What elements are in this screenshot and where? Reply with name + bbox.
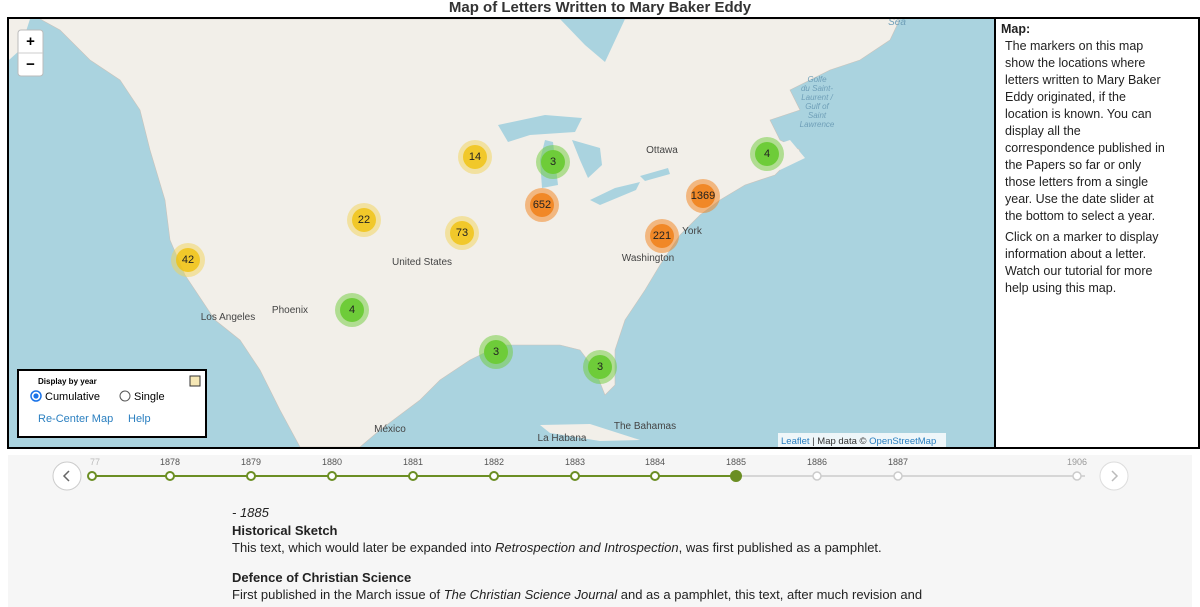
cluster-count[interactable]: 3 <box>597 361 603 373</box>
water-label: Saint <box>808 111 827 120</box>
next-button[interactable] <box>1099 461 1129 491</box>
sidebar: Map: The markers on this map show the lo… <box>1001 21 1167 301</box>
year-label[interactable]: 1886 <box>807 457 827 467</box>
place-label: Washington <box>622 253 674 264</box>
cluster-count[interactable]: 22 <box>358 214 370 226</box>
place-label: Sea <box>888 17 906 28</box>
sidebar-paragraph: Click on a marker to display information… <box>1005 230 1159 295</box>
attribution-text: | Map data © <box>810 436 870 447</box>
cluster-count[interactable]: 652 <box>533 199 551 211</box>
text: , was first published as a pamphlet. <box>678 540 882 555</box>
place-label: York <box>682 226 703 237</box>
year-label[interactable]: 1884 <box>645 457 665 467</box>
cluster-count[interactable]: 1369 <box>691 190 715 202</box>
sidebar-frame <box>994 17 1200 449</box>
radio-label[interactable]: Single <box>134 391 165 403</box>
cluster-count[interactable]: 221 <box>653 230 671 242</box>
sidebar-paragraph: The markers on this map show the locatio… <box>1005 39 1165 223</box>
water-label: du Saint- <box>801 84 833 93</box>
year-label[interactable]: 1883 <box>565 457 585 467</box>
year-label[interactable]: 77 <box>90 457 100 467</box>
zoom-out[interactable]: − <box>26 56 35 73</box>
work-title: Retrospection and Introspection <box>495 540 679 555</box>
entry-text: This text, which would later be expanded… <box>232 539 992 556</box>
control-heading: Display by year <box>38 377 97 386</box>
recenter-link[interactable]: Re-Center Map <box>38 413 113 425</box>
text: and as a pamphlet, this text, after much… <box>617 587 923 602</box>
lake <box>498 115 582 142</box>
year-label[interactable]: 1882 <box>484 457 504 467</box>
place-label: Los Angeles <box>201 312 256 323</box>
timeline: 77 1878 1879 1880 1881 1882 1883 1884 18… <box>52 457 1129 491</box>
entry-text: First published in the March issue of Th… <box>232 586 992 603</box>
cluster-count[interactable]: 3 <box>493 346 499 358</box>
cluster-count[interactable]: 73 <box>456 227 468 239</box>
zoom-control: + − <box>17 29 44 77</box>
entry-title[interactable]: Historical Sketch <box>232 523 338 538</box>
year-label[interactable]: 1880 <box>322 457 342 467</box>
year-control: Display by year Cumulative Single Re-Cen… <box>17 369 207 438</box>
island <box>540 424 640 441</box>
place-label: United States <box>392 257 452 268</box>
radio-single[interactable] <box>119 390 131 402</box>
lake <box>640 168 670 181</box>
help-link[interactable]: Help <box>128 413 151 425</box>
cluster-count[interactable]: 4 <box>764 148 770 160</box>
prev-button[interactable] <box>52 461 82 491</box>
zoom-in[interactable]: + <box>26 33 35 50</box>
year-label[interactable]: 1878 <box>160 457 180 467</box>
work-title: The Christian Science Journal <box>443 587 618 602</box>
control-box <box>17 369 207 438</box>
lake <box>590 182 640 205</box>
place-label: La Habana <box>538 433 587 444</box>
text: First published in the March issue of <box>232 587 444 602</box>
lake <box>572 140 602 178</box>
place-label: Ottawa <box>646 145 678 156</box>
attribution: Leaflet | Map data © OpenStreetMap <box>781 436 936 447</box>
place-label: Phoenix <box>272 305 308 316</box>
osm-link[interactable]: OpenStreetMap <box>869 436 936 447</box>
place-label: The Bahamas <box>614 421 676 432</box>
year-label[interactable]: 1879 <box>241 457 261 467</box>
water-label: Gulf of <box>805 102 829 111</box>
year-label[interactable]: 1906 <box>1067 457 1087 467</box>
entry-title[interactable]: Defence of Christian Science <box>232 570 412 585</box>
text: This text, which would later be expanded… <box>232 540 496 555</box>
water-label: Laurent / <box>801 93 833 102</box>
hudson-bay <box>560 19 625 62</box>
cluster-count[interactable]: 4 <box>349 304 355 316</box>
collapse-toggle[interactable] <box>189 375 201 387</box>
year-label[interactable]: 1881 <box>403 457 423 467</box>
water-label: Golfe <box>807 75 827 84</box>
radio-label[interactable]: Cumulative <box>45 391 100 403</box>
cluster-count[interactable]: 3 <box>550 156 556 168</box>
attribution-bg <box>778 433 946 447</box>
sidebar-heading: Map: <box>1001 22 1031 36</box>
entry-date: - 1885 <box>232 505 269 520</box>
cluster-count[interactable]: 14 <box>469 151 481 163</box>
lower-panel <box>8 455 1192 607</box>
cluster-count[interactable]: 42 <box>182 254 194 266</box>
year-label[interactable]: 1885 <box>726 457 746 467</box>
water-label: Lawrence <box>800 120 835 129</box>
leaflet-link[interactable]: Leaflet <box>781 436 810 447</box>
page-title: Map of Letters Written to Mary Baker Edd… <box>448 0 752 16</box>
year-label[interactable]: 1887 <box>888 457 908 467</box>
entries: - 1885 Historical Sketch This text, whic… <box>232 504 992 603</box>
place-label: México <box>374 424 406 435</box>
